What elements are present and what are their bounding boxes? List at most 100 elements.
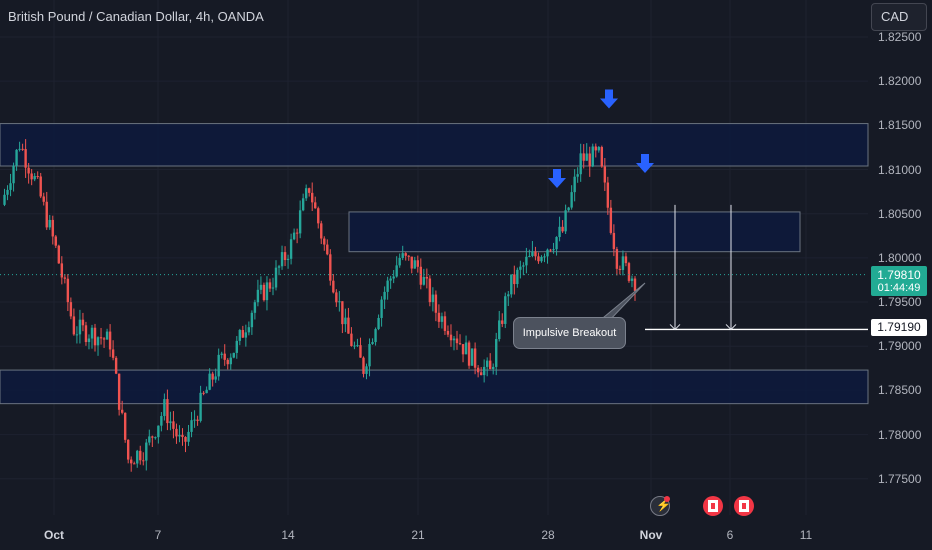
candle-body (187, 431, 190, 442)
candle-body (549, 249, 552, 251)
candle-body (507, 294, 510, 297)
candle-body (431, 294, 435, 303)
candle-body (311, 192, 314, 203)
zone-3 (0, 369, 869, 405)
candle-body (627, 263, 631, 281)
candle-body (223, 353, 226, 360)
candle-body (380, 299, 383, 318)
candle-body (286, 258, 290, 261)
candle-body (573, 176, 576, 193)
candle-body (374, 329, 377, 343)
time-tick-label: 28 (541, 528, 555, 542)
candle-body (208, 373, 211, 390)
candle-body (618, 268, 622, 270)
chart-title: British Pound / Canadian Dollar, 4h, OAN… (8, 9, 264, 24)
zone-1 (0, 123, 869, 167)
candle-body (540, 256, 543, 262)
candle-body (386, 280, 389, 292)
price-tick-label: 1.80000 (878, 250, 922, 265)
candle-body (229, 357, 232, 365)
candle-body (166, 399, 169, 424)
candle-body (190, 420, 193, 432)
impulsive-breakout-callout[interactable]: Impulsive Breakout (513, 317, 626, 349)
candle-body (51, 219, 54, 237)
candle-body (416, 260, 419, 267)
candle-body (292, 232, 296, 240)
canada-flag-icon[interactable] (734, 496, 754, 516)
time-tick-label: 21 (411, 528, 425, 542)
candle-body (148, 436, 151, 443)
current-price-badge: 1.79810 01:44:49 (871, 266, 927, 296)
candle-body (404, 253, 407, 256)
candle-body (130, 459, 133, 464)
candle-body (178, 434, 181, 437)
candle-body (455, 338, 459, 344)
candle-body (57, 245, 61, 264)
candle-body (205, 389, 208, 394)
candle-body (362, 357, 365, 374)
arrow-down-icon (636, 153, 654, 173)
candle-body (365, 366, 368, 374)
candle-body (344, 317, 347, 325)
candle-body (304, 188, 308, 199)
candle-body (525, 256, 528, 266)
candle-body (108, 331, 112, 350)
time-tick-label: 11 (799, 528, 813, 542)
time-tick-label: Oct (43, 528, 65, 542)
candle-body (485, 360, 489, 367)
candle-body (220, 353, 223, 355)
candle-body (377, 317, 380, 330)
canada-flag-icon[interactable] (703, 496, 723, 516)
candle-body (591, 146, 594, 167)
candle-body (111, 349, 115, 358)
price-tick-label: 1.82500 (878, 30, 922, 44)
zones (0, 123, 869, 405)
time-tick-label: 7 (154, 528, 162, 542)
candle-body (434, 294, 438, 313)
candle-body (359, 345, 362, 358)
candle-body (123, 412, 127, 440)
candle-body (570, 192, 573, 208)
candle-body (552, 249, 555, 251)
candle-body (117, 373, 121, 410)
currency-button[interactable]: CAD (871, 3, 927, 31)
candle-body (157, 425, 160, 438)
candle-body (139, 450, 142, 461)
zone-2 (348, 211, 801, 253)
candle-body (96, 337, 100, 346)
candle-body (253, 302, 257, 313)
candle-body (142, 460, 145, 462)
candle-body (317, 208, 320, 224)
candle-body (72, 316, 76, 335)
candle-body (594, 146, 597, 151)
candle-body (464, 342, 468, 355)
candle-body (621, 256, 625, 270)
candle-body (105, 331, 109, 340)
candle-body (428, 278, 432, 303)
horizontal-line-price-badge: 1.79190 (871, 319, 927, 336)
time-tick-label: 14 (281, 528, 295, 542)
candle-body (368, 344, 371, 367)
candle-body (250, 312, 254, 328)
candle-body (341, 301, 344, 325)
candle-body (353, 345, 356, 347)
candle-body (172, 421, 175, 429)
candle-body (531, 251, 534, 256)
lightning-icon[interactable]: ⚡ (650, 496, 671, 516)
candle-body (522, 265, 525, 267)
price-tick-label: 1.79000 (878, 339, 922, 354)
candle-body (350, 333, 353, 347)
candle-body (516, 269, 519, 285)
candle-body (528, 255, 531, 257)
candle-body (238, 330, 242, 341)
candle-body (60, 263, 64, 278)
candle-body (75, 334, 79, 336)
candle-body (401, 253, 404, 258)
candle-body (470, 348, 474, 366)
candle-body (268, 282, 272, 289)
candle-body (458, 343, 462, 345)
candle-body (99, 337, 103, 339)
candle-body (501, 320, 504, 324)
candle-body (389, 278, 392, 281)
